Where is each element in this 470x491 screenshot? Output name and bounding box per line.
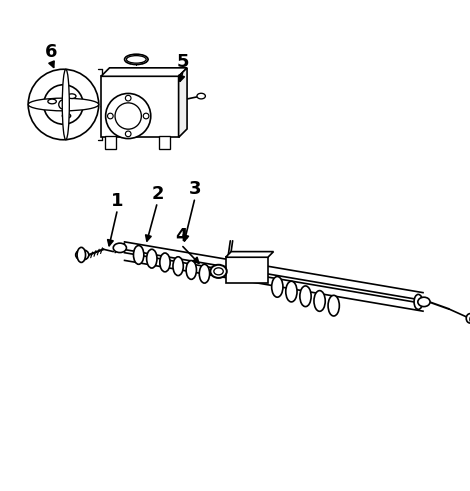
Polygon shape	[226, 251, 274, 257]
Ellipse shape	[272, 276, 283, 297]
Ellipse shape	[48, 99, 56, 104]
Ellipse shape	[197, 93, 205, 99]
Ellipse shape	[414, 295, 423, 309]
FancyBboxPatch shape	[159, 136, 170, 149]
Ellipse shape	[286, 281, 297, 302]
Ellipse shape	[28, 98, 99, 111]
Circle shape	[59, 100, 68, 109]
Ellipse shape	[77, 247, 86, 262]
FancyBboxPatch shape	[101, 76, 179, 137]
Text: 3: 3	[189, 180, 201, 198]
Polygon shape	[179, 68, 187, 137]
Ellipse shape	[76, 250, 89, 260]
Ellipse shape	[186, 261, 196, 279]
Polygon shape	[101, 68, 187, 76]
Ellipse shape	[62, 113, 70, 118]
Circle shape	[108, 113, 113, 119]
Ellipse shape	[126, 55, 146, 63]
Ellipse shape	[113, 243, 126, 252]
Ellipse shape	[466, 314, 470, 323]
FancyBboxPatch shape	[105, 136, 116, 149]
Text: 1: 1	[111, 192, 124, 210]
Ellipse shape	[214, 268, 223, 275]
Ellipse shape	[211, 265, 227, 278]
Circle shape	[143, 113, 149, 119]
Ellipse shape	[314, 291, 325, 311]
Ellipse shape	[328, 295, 339, 316]
Ellipse shape	[173, 257, 183, 275]
Ellipse shape	[62, 69, 70, 140]
FancyBboxPatch shape	[226, 257, 268, 283]
Ellipse shape	[199, 264, 210, 283]
Ellipse shape	[133, 246, 144, 264]
Ellipse shape	[68, 94, 76, 99]
Circle shape	[125, 131, 131, 136]
Ellipse shape	[160, 253, 170, 272]
Text: 4: 4	[175, 227, 187, 245]
Ellipse shape	[300, 286, 311, 306]
Ellipse shape	[125, 54, 148, 64]
Circle shape	[115, 103, 141, 129]
Circle shape	[106, 93, 151, 138]
Text: 2: 2	[151, 185, 164, 203]
Ellipse shape	[418, 297, 430, 306]
Ellipse shape	[147, 249, 157, 268]
Circle shape	[125, 95, 131, 101]
Text: 5: 5	[177, 53, 189, 71]
Text: 6: 6	[45, 43, 57, 61]
Circle shape	[44, 85, 83, 124]
Circle shape	[28, 69, 99, 140]
